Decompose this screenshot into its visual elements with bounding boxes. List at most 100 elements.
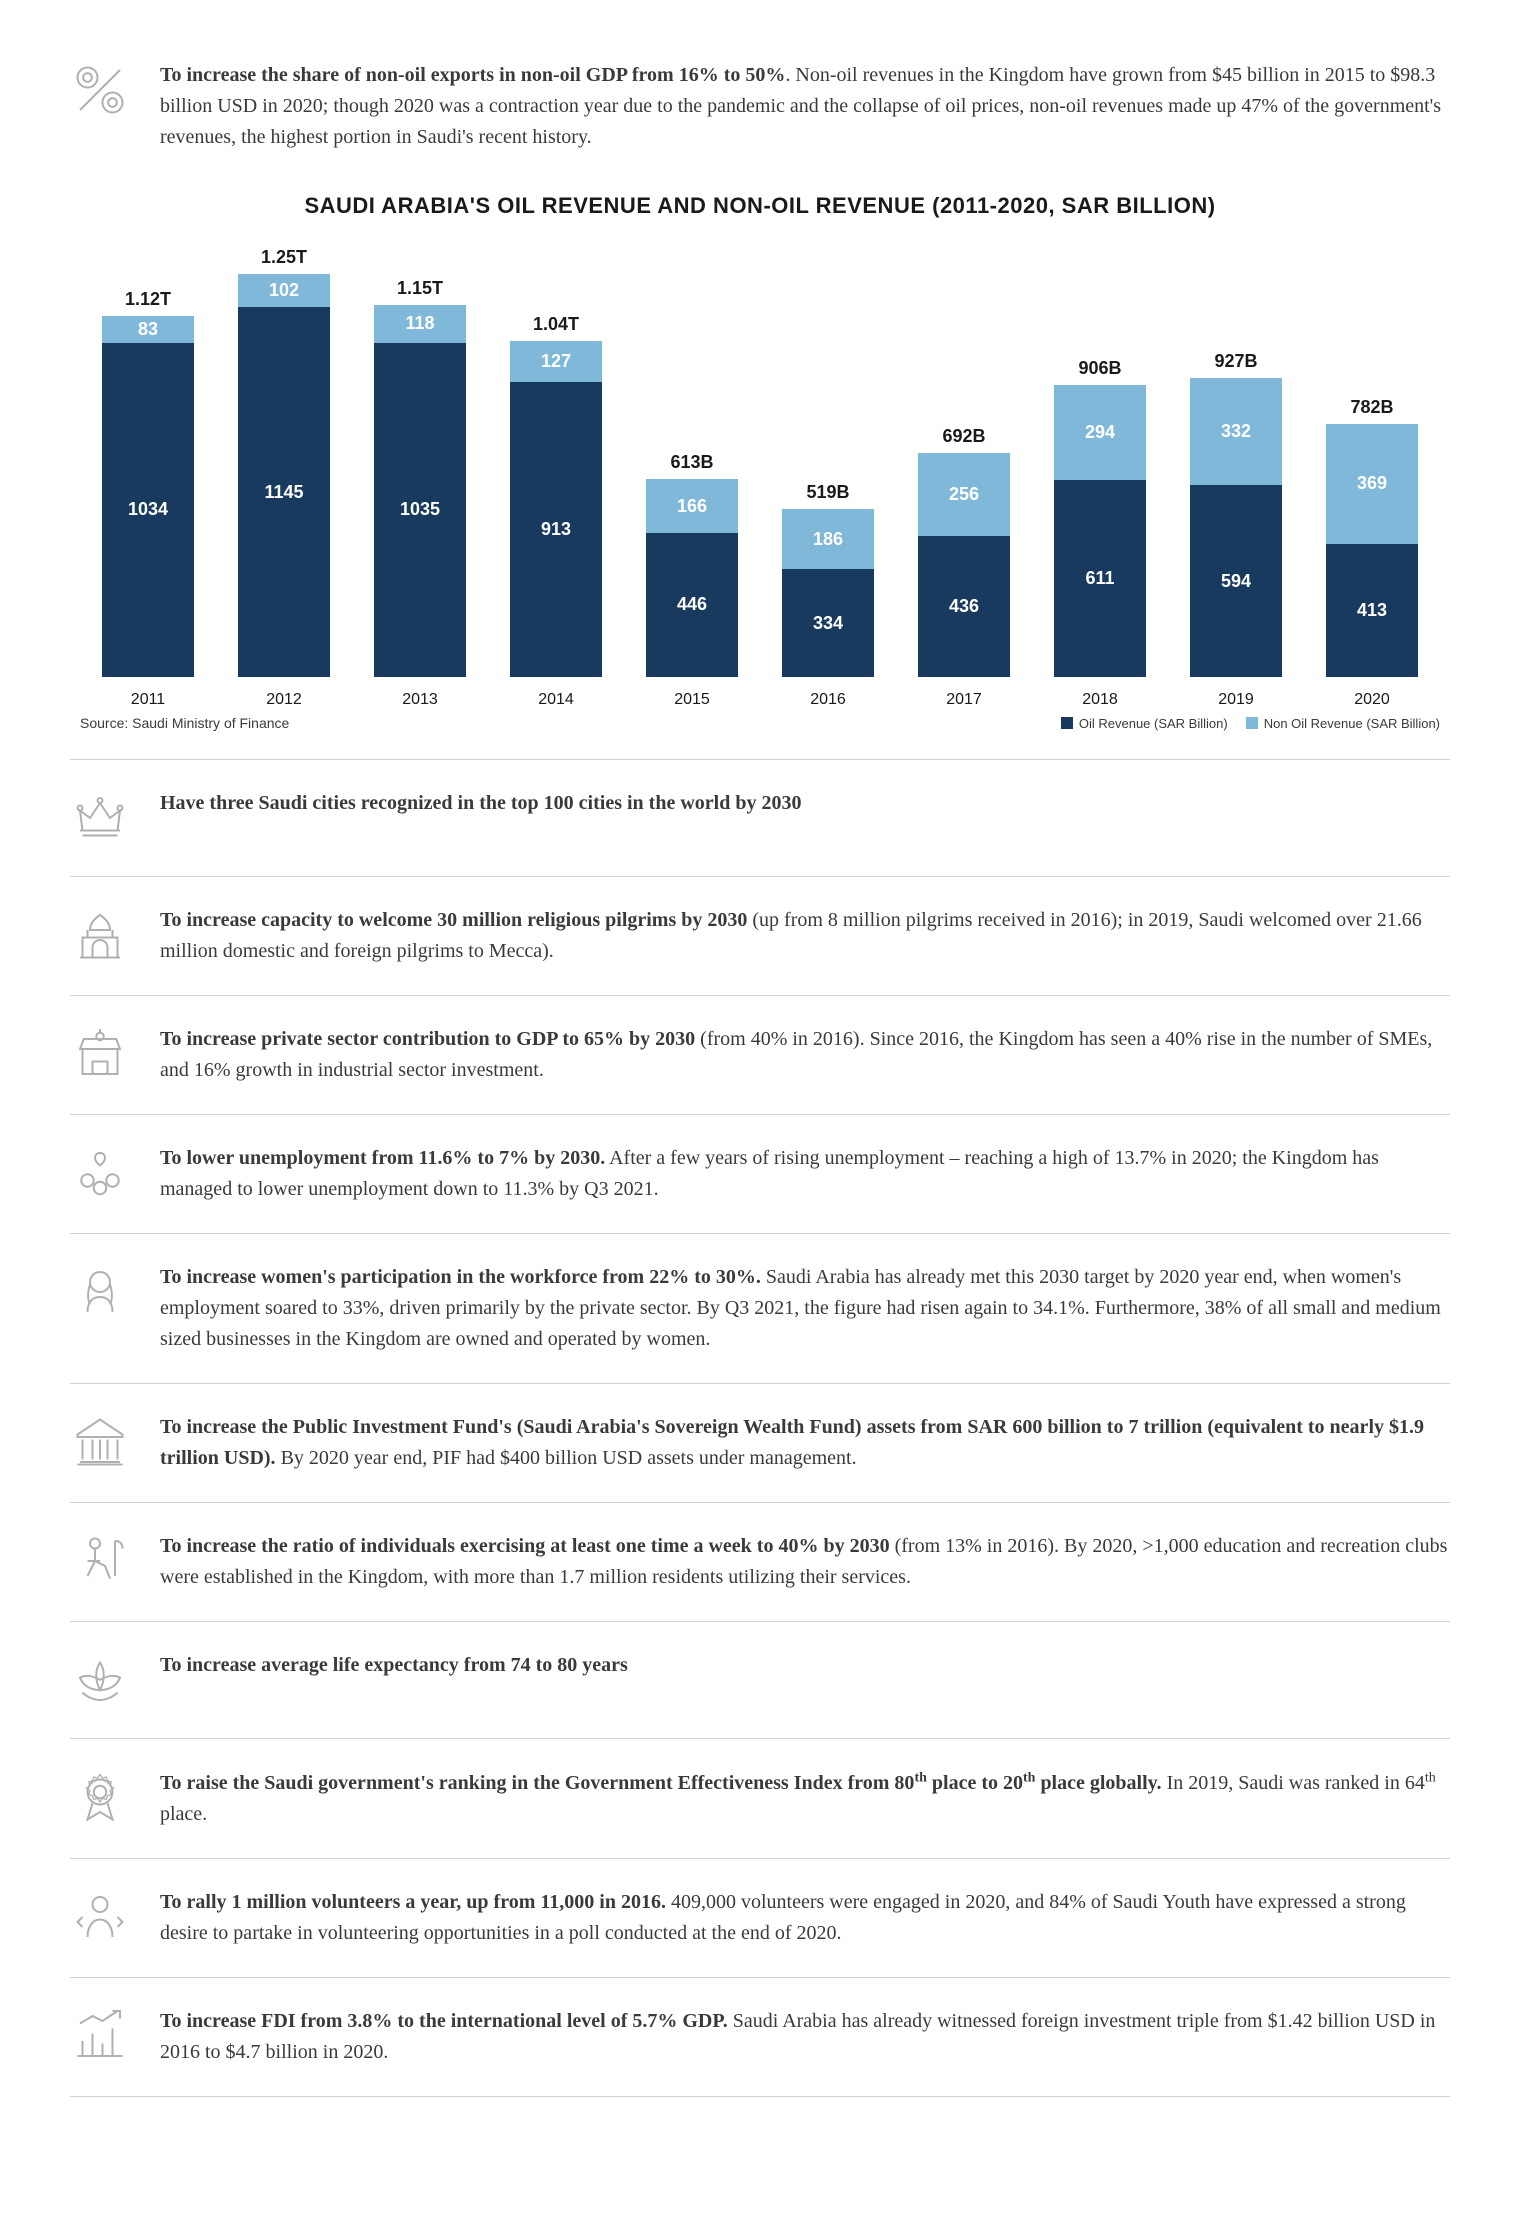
legend-nonoil-label: Non Oil Revenue (SAR Billion) [1264, 716, 1440, 731]
chart-bars: 1.12T10348320111.25T114510220121.15T1035… [70, 249, 1450, 709]
bar-x-label: 2017 [946, 691, 982, 709]
goal-rest: By 2020 year end, PIF had $400 billion U… [276, 1447, 857, 1469]
goal-text: To rally 1 million volunteers a year, up… [160, 1887, 1450, 1949]
goal-row: To increase women's participation in the… [70, 1262, 1450, 1355]
chart-legend: Oil Revenue (SAR Billion) Non Oil Revenu… [1061, 716, 1440, 731]
bar-total-label: 1.25T [261, 247, 307, 268]
goal-row: To rally 1 million volunteers a year, up… [70, 1887, 1450, 1949]
goal-bold: To increase private sector contribution … [160, 1028, 695, 1050]
legend-swatch-oil [1061, 717, 1073, 729]
goal-bold: To increase capacity to welcome 30 milli… [160, 909, 747, 931]
bar-stack: 913127 [510, 341, 602, 677]
goal-text: To increase private sector contribution … [160, 1024, 1450, 1086]
bar-stack: 1035118 [374, 305, 466, 677]
bar-seg-oil: 611 [1054, 480, 1146, 677]
goal-row: To increase capacity to welcome 30 milli… [70, 905, 1450, 967]
goal-text: To increase average life expectancy from… [160, 1650, 1450, 1681]
bar-x-label: 2020 [1354, 691, 1390, 709]
bar-seg-oil: 1145 [238, 307, 330, 677]
goal-bold: To increase the ratio of individuals exe… [160, 1535, 890, 1557]
bar-seg-oil: 1035 [374, 343, 466, 677]
bar-col: 1.04T9131272014 [488, 249, 624, 709]
bar-x-label: 2018 [1082, 691, 1118, 709]
percent-icon [70, 60, 130, 120]
bar-seg-nonoil: 186 [782, 509, 874, 569]
goal-bold: To increase FDI from 3.8% to the interna… [160, 2010, 728, 2032]
goal-row: To increase FDI from 3.8% to the interna… [70, 2006, 1450, 2068]
bar-x-label: 2019 [1218, 691, 1254, 709]
bar-seg-nonoil: 332 [1190, 378, 1282, 485]
goal-bold: To raise the Saudi government's ranking … [160, 1772, 1162, 1794]
bar-stack: 594332 [1190, 378, 1282, 677]
bar-stack: 436256 [918, 453, 1010, 677]
goal-row: To increase private sector contribution … [70, 1024, 1450, 1086]
bar-seg-oil: 436 [918, 536, 1010, 677]
goal-row: To raise the Saudi government's ranking … [70, 1767, 1450, 1830]
bar-seg-nonoil: 294 [1054, 385, 1146, 480]
intro-text: To increase the share of non-oil exports… [160, 60, 1450, 153]
goal-row: To increase average life expectancy from… [70, 1650, 1450, 1710]
bar-col: 613B4461662015 [624, 249, 760, 709]
bar-x-label: 2012 [266, 691, 302, 709]
intro-bold: To increase the share of non-oil exports… [160, 64, 785, 86]
bar-seg-oil: 1034 [102, 343, 194, 677]
bar-seg-oil: 594 [1190, 485, 1282, 677]
bar-stack: 1145102 [238, 274, 330, 677]
bar-total-label: 906B [1078, 358, 1121, 379]
bar-total-label: 927B [1214, 351, 1257, 372]
bar-x-label: 2014 [538, 691, 574, 709]
goal-text: To raise the Saudi government's ranking … [160, 1767, 1450, 1830]
divider [70, 1114, 1450, 1115]
bar-stack: 413369 [1326, 424, 1418, 677]
woman-icon [70, 1262, 130, 1322]
bar-col: 927B 594332 2019 [1168, 249, 1304, 709]
divider [70, 1383, 1450, 1384]
divider [70, 1738, 1450, 1739]
bar-col: 782B4133692020 [1304, 249, 1440, 709]
bar-x-label: 2015 [674, 691, 710, 709]
goal-text: Have three Saudi cities recognized in th… [160, 788, 1450, 819]
people-heart-icon [70, 1143, 130, 1203]
lotus-icon [70, 1650, 130, 1710]
divider [70, 1858, 1450, 1859]
goals-list: Have three Saudi cities recognized in th… [70, 788, 1450, 2097]
bar-x-label: 2011 [131, 691, 165, 709]
exercise-icon [70, 1531, 130, 1591]
goal-row: To lower unemployment from 11.6% to 7% b… [70, 1143, 1450, 1205]
bar-seg-nonoil: 127 [510, 341, 602, 382]
bar-stack: 446166 [646, 479, 738, 677]
volunteer-icon [70, 1887, 130, 1947]
goal-bold: To rally 1 million volunteers a year, up… [160, 1891, 666, 1913]
goal-bold: To increase average life expectancy from… [160, 1654, 628, 1676]
goal-bold: To lower unemployment from 11.6% to 7% b… [160, 1147, 605, 1169]
goal-row: To increase the Public Investment Fund's… [70, 1412, 1450, 1474]
bar-seg-oil: 413 [1326, 544, 1418, 677]
bar-seg-nonoil: 102 [238, 274, 330, 307]
bar-col: 519B3341862016 [760, 249, 896, 709]
bar-col: 1.15T10351182013 [352, 249, 488, 709]
mosque-icon [70, 905, 130, 965]
goal-text: To increase women's participation in the… [160, 1262, 1450, 1355]
goal-text: To increase FDI from 3.8% to the interna… [160, 2006, 1450, 2068]
goal-text: To increase the ratio of individuals exe… [160, 1531, 1450, 1593]
divider [70, 876, 1450, 877]
chart-footer: Source: Saudi Ministry of Finance Oil Re… [70, 715, 1450, 731]
divider [70, 1502, 1450, 1503]
bar-x-label: 2016 [810, 691, 846, 709]
rosette-icon [70, 1767, 130, 1827]
revenue-chart: 1.12T10348320111.25T114510220121.15T1035… [70, 249, 1450, 731]
chart-source: Source: Saudi Ministry of Finance [80, 715, 289, 731]
bar-seg-nonoil: 369 [1326, 424, 1418, 543]
goal-row: To increase the ratio of individuals exe… [70, 1531, 1450, 1593]
goal-row: Have three Saudi cities recognized in th… [70, 788, 1450, 848]
bar-stack: 334186 [782, 509, 874, 677]
legend-nonoil: Non Oil Revenue (SAR Billion) [1246, 716, 1440, 731]
fdi-chart-icon [70, 2006, 130, 2066]
legend-swatch-nonoil [1246, 717, 1258, 729]
bar-total-label: 1.12T [125, 289, 171, 310]
divider [70, 2096, 1450, 2097]
goal-text: To increase capacity to welcome 30 milli… [160, 905, 1450, 967]
divider [70, 1621, 1450, 1622]
bar-col: 1.25T 1145102 2012 [216, 249, 352, 709]
legend-oil: Oil Revenue (SAR Billion) [1061, 716, 1228, 731]
